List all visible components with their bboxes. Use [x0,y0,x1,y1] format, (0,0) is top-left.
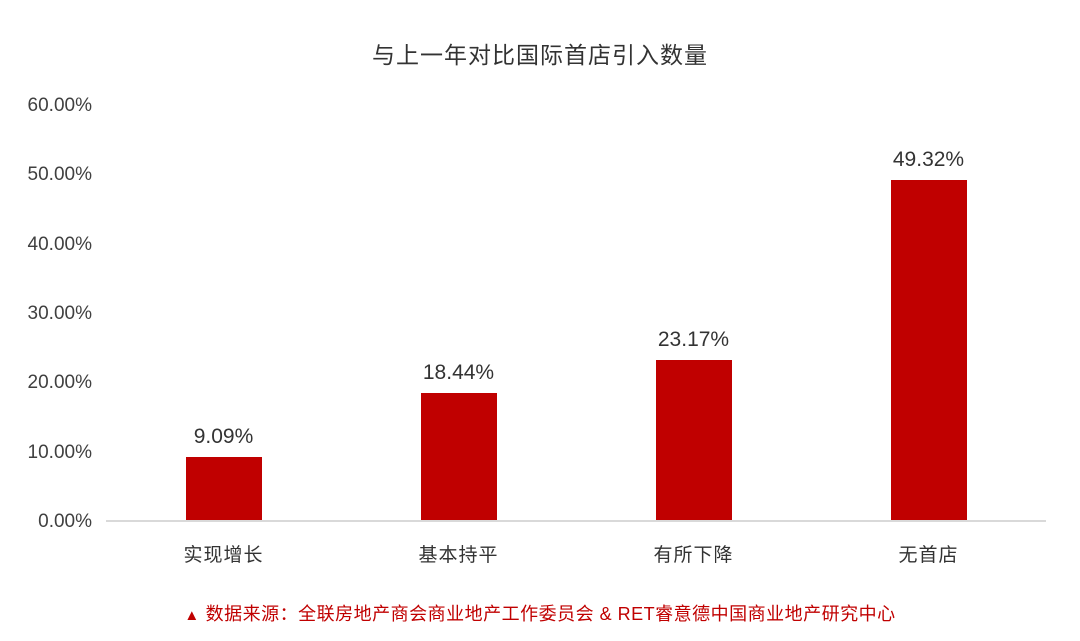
bar-group: 18.44% [341,106,576,520]
bar-group: 23.17% [576,106,811,520]
bar [890,179,967,520]
bar [185,457,262,520]
y-axis-tick-label: 0.00% [38,511,92,532]
y-axis-tick-label: 60.00% [27,95,92,116]
y-axis-tick-label: 10.00% [27,441,92,463]
y-axis: 0.00% 10.00% 20.00% 30.00% 40.00% 50.00% 60.00… [0,95,92,532]
x-axis-category-label: 有所下降 [653,545,734,566]
plot-area: 9.09% 18.44% 23.17% 49.32% [106,106,1046,522]
plot-bars: 9.09% 18.44% 23.17% 49.32% [106,106,1046,520]
x-axis-category-label: 基本持平 [418,545,499,566]
x-axis-category-label: 实现增长 [183,545,264,566]
bar [420,392,497,520]
chart-title: 与上一年对比国际首店引入数量 [372,42,708,68]
data-source-footer: ▲ 数据来源：全联房地产商会商业地产工作委员会 & RET睿意德中国商业地产研究中… [0,600,1080,626]
bar-value-label: 49.32% [892,147,965,171]
bar-value-label: 23.17% [657,328,730,352]
triangle-marker-icon: ▲ [184,607,200,624]
y-axis-tick-label: 30.00% [27,303,92,324]
bar-group: 49.32% [811,106,1046,520]
y-axis-tick-label: 50.00% [27,164,92,186]
y-axis-tick-label: 40.00% [27,233,92,255]
bar [655,360,732,520]
data-source-text: 数据来源：全联房地产商会商业地产工作委员会 & RET睿意德中国商业地产研究中心 [205,604,896,624]
bar-group: 9.09% [106,106,341,520]
bar-value-label: 18.44% [422,360,495,384]
x-axis-category-label: 无首店 [898,545,959,566]
x-axis-labels: 实现增长 基本持平 有所下降 无首店 [106,540,1046,567]
bar-value-label: 9.09% [193,425,254,449]
y-axis-tick-label: 20.00% [27,372,92,394]
